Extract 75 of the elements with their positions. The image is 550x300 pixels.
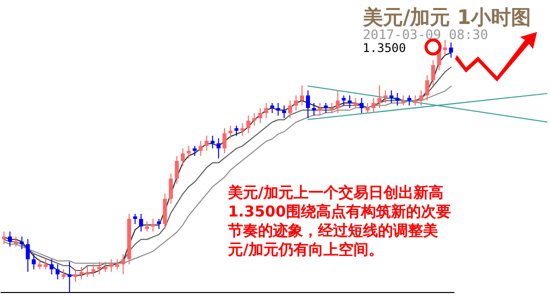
candlestick [210,135,215,149]
candlestick [395,92,400,106]
candlestick [300,84,304,106]
candlestick [62,268,66,280]
candlestick [44,258,48,270]
candlestick [306,90,310,119]
candlestick [32,254,36,270]
candlestick [168,173,173,204]
candlestick [50,258,54,275]
candlestick [56,264,60,280]
candlestick [360,97,364,114]
candlestick [68,261,72,292]
candlestick [228,125,232,139]
candlestick [14,236,18,248]
candlestick [407,94,412,106]
candlestick [288,100,292,119]
candlestick [348,94,352,109]
candlestick [413,94,418,106]
candlestick [216,138,221,159]
candlestick [258,108,262,124]
candlestick [192,145,197,156]
candlestick [97,261,102,275]
candlestick [246,115,250,134]
candlestick [431,60,436,86]
candlestick [38,258,42,270]
candlestick [276,102,280,116]
candlestick [145,220,150,232]
candlestick [401,94,406,106]
candlestick [133,213,138,224]
candlestick [377,84,382,109]
candlestick [336,90,340,114]
candlestick [425,74,430,101]
candlestick [74,268,78,282]
chart-title: 美元/加元 1小时图 [362,5,532,29]
candlestick [79,266,84,280]
candlestick [26,238,30,272]
candlestick [204,135,209,152]
candlestick [354,97,358,109]
candlestick [198,140,203,156]
candlestick [372,97,376,114]
candlestick [449,42,454,58]
candlestick [121,254,126,275]
annotation: 美元/加元上一个交易日创出新高1.3500围绕高点有构筑新的次要节奏的迹象，经过短线的调整美元/加元仍有向上空间。 [227,184,451,258]
candlestick [8,231,12,248]
candlestick [2,231,6,245]
candlestick [264,102,268,119]
candlestick [180,148,185,166]
candlestick [85,266,90,278]
candlestick [174,155,179,184]
candlestick [312,102,316,116]
candlestick [270,102,274,114]
candlestick [324,102,328,114]
candlestick [240,122,244,136]
candlestick [186,145,191,159]
candlestick [330,102,334,114]
candlestick [282,105,286,119]
candlestick [252,112,256,126]
candlestick [419,90,424,106]
candlestick [294,94,298,112]
candlestick [156,218,161,230]
candlestick [103,261,108,272]
candlestick [342,94,346,106]
candlestick [20,236,24,250]
candlestick [150,218,155,232]
candlestick [318,102,322,116]
candlestick [389,90,394,104]
candlestick [234,125,238,136]
annotation: 1.3500 [362,41,406,55]
candlestick [383,90,388,104]
candlestick [443,40,448,56]
chart-subtitle: 2017-03-09 08:30 [362,28,488,43]
candlestick [366,102,370,114]
candlestick [139,213,144,232]
candlestick [91,264,96,278]
candlestick [222,128,227,154]
